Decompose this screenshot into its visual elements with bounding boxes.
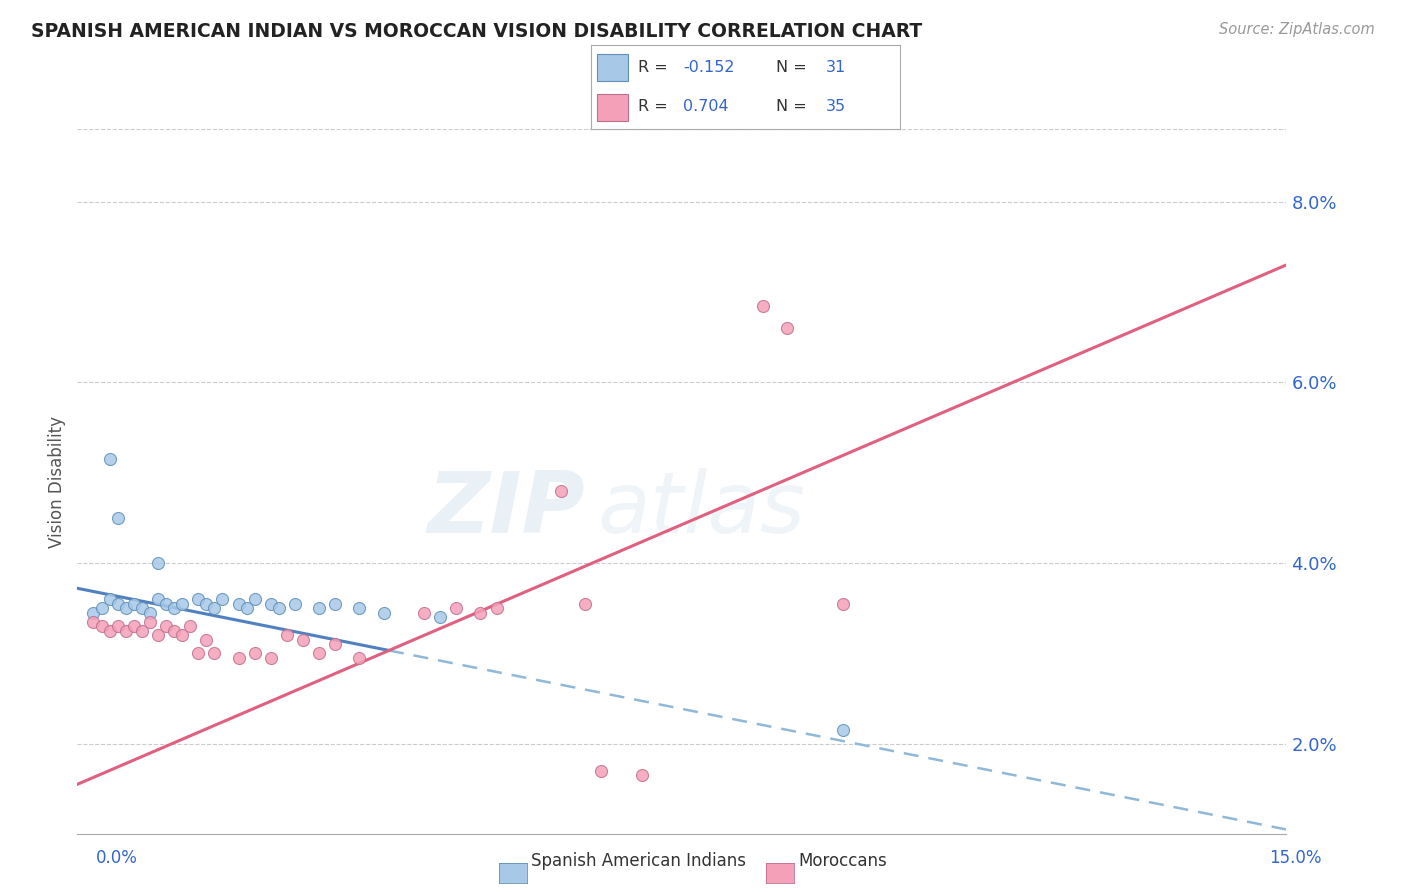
Text: 31: 31 [825, 60, 846, 75]
Point [114, 601, 136, 615]
Point [832, 597, 855, 611]
Text: 0.0%: 0.0% [96, 849, 138, 867]
Point [444, 601, 467, 615]
Point [146, 592, 169, 607]
FancyBboxPatch shape [596, 54, 627, 81]
Point [485, 601, 508, 615]
Point [195, 597, 218, 611]
Text: -0.152: -0.152 [683, 60, 735, 75]
Point [284, 597, 307, 611]
Text: Spanish American Indians: Spanish American Indians [531, 852, 747, 870]
Point [155, 619, 177, 633]
Point [82, 606, 104, 620]
Point [98, 592, 121, 607]
Point [550, 483, 572, 498]
Point [131, 624, 153, 638]
Point [155, 597, 177, 611]
Text: Moroccans: Moroccans [799, 852, 887, 870]
Point [139, 606, 162, 620]
Point [373, 606, 395, 620]
Point [349, 651, 371, 665]
Text: N =: N = [776, 99, 807, 114]
Point [98, 452, 121, 467]
Point [146, 628, 169, 642]
Point [114, 624, 136, 638]
Point [776, 321, 799, 335]
Text: R =: R = [638, 99, 668, 114]
Point [308, 601, 330, 615]
Point [202, 646, 225, 660]
Point [98, 624, 121, 638]
Point [172, 597, 194, 611]
Point [90, 601, 112, 615]
Point [267, 601, 290, 615]
Point [139, 615, 162, 629]
Point [195, 632, 218, 647]
Point [107, 511, 129, 525]
Point [292, 632, 315, 647]
Point [211, 592, 233, 607]
Text: ZIP: ZIP [427, 468, 585, 551]
Point [574, 597, 596, 611]
Point [751, 299, 773, 313]
Point [172, 628, 194, 642]
Point [235, 601, 257, 615]
Point [630, 768, 652, 782]
Point [179, 619, 201, 633]
Point [82, 615, 104, 629]
Text: 0.704: 0.704 [683, 99, 728, 114]
Point [243, 592, 266, 607]
Text: N =: N = [776, 60, 807, 75]
FancyBboxPatch shape [596, 94, 627, 120]
Point [260, 651, 283, 665]
Text: R =: R = [638, 60, 668, 75]
Point [591, 764, 613, 778]
Point [276, 628, 298, 642]
Point [107, 619, 129, 633]
Point [122, 619, 145, 633]
Point [308, 646, 330, 660]
Point [202, 601, 225, 615]
Point [429, 610, 451, 624]
Point [323, 637, 346, 651]
Text: 15.0%: 15.0% [1270, 849, 1322, 867]
Point [243, 646, 266, 660]
Point [349, 601, 371, 615]
Point [187, 592, 209, 607]
Point [228, 651, 250, 665]
Point [260, 597, 283, 611]
Point [146, 556, 169, 570]
Point [470, 606, 492, 620]
Text: SPANISH AMERICAN INDIAN VS MOROCCAN VISION DISABILITY CORRELATION CHART: SPANISH AMERICAN INDIAN VS MOROCCAN VISI… [31, 22, 922, 41]
Point [122, 597, 145, 611]
Text: 35: 35 [825, 99, 846, 114]
Point [90, 619, 112, 633]
Text: Source: ZipAtlas.com: Source: ZipAtlas.com [1219, 22, 1375, 37]
Point [107, 597, 129, 611]
Point [323, 597, 346, 611]
Point [832, 723, 855, 738]
Point [187, 646, 209, 660]
Y-axis label: Vision Disability: Vision Disability [48, 416, 66, 548]
Point [228, 597, 250, 611]
Point [131, 601, 153, 615]
Point [163, 601, 186, 615]
Text: atlas: atlas [598, 468, 806, 551]
Point [413, 606, 436, 620]
Point [163, 624, 186, 638]
